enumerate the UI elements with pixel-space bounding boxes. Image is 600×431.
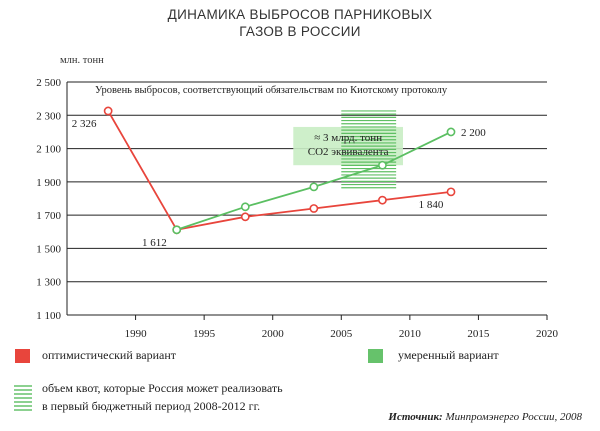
chart-title: ДИНАМИКА ВЫБРОСОВ ПАРНИКОВЫХ ГАЗОВ В РОС…: [0, 6, 600, 40]
y-tick-label-1700: 1 700: [36, 210, 61, 222]
point-moderate-4: [446, 127, 456, 137]
point-label-moderate-4: 2 200: [461, 127, 486, 139]
y-tick-label-2100: 2 100: [36, 144, 61, 156]
point-optimistic-0: [103, 106, 113, 116]
chart-title-line1: ДИНАМИКА ВЫБРОСОВ ПАРНИКОВЫХ: [167, 7, 433, 22]
x-tick-label-2005: 2005: [330, 328, 353, 340]
point-optimistic-3: [309, 204, 319, 213]
y-axis-unit-label: млн. тонн: [60, 55, 104, 66]
point-optimistic-5: [446, 187, 456, 197]
quota-box-label-line2: CO2 эквивалента: [308, 146, 389, 158]
source-note: Источник: Минпромэнерго России, 2008: [388, 411, 582, 423]
legend-label-quota-line1: объем квот, которые Россия может реализо…: [42, 381, 283, 395]
x-tick-label-1995: 1995: [193, 328, 216, 340]
quota-box-label-line1: ≈ 3 млрд. тонн: [314, 132, 382, 144]
point-label-optimistic-1: 1 612: [142, 237, 167, 249]
legend-label-optimistic: оптимистический вариант: [42, 348, 177, 362]
source-prefix: Источник:: [388, 411, 443, 423]
legend-swatch-moderate: [368, 349, 383, 363]
legend-swatch-optimistic: [15, 349, 30, 363]
y-tick-label-2500: 2 500: [36, 77, 61, 89]
y-tick-label-1900: 1 900: [36, 177, 61, 189]
point-optimistic-2: [240, 212, 250, 222]
legend-swatch-quota: [14, 385, 32, 411]
x-tick-label-2010: 2010: [399, 328, 422, 340]
series-line-optimistic: [107, 110, 452, 231]
x-tick-label-2000: 2000: [262, 328, 285, 340]
point-moderate-0: [172, 225, 182, 235]
legend-label-moderate: умеренный вариант: [398, 348, 499, 362]
point-moderate-2: [309, 182, 319, 192]
legend-label-quota-line2: в первый бюджетный период 2008-2012 гг.: [42, 399, 261, 413]
y-tick-label-1100: 1 100: [36, 310, 61, 322]
point-label-optimistic-5: 1 840: [419, 199, 444, 211]
point-label-optimistic-0: 2 326: [72, 118, 97, 130]
chart-title-line2: ГАЗОВ В РОССИИ: [239, 24, 361, 39]
kyoto-level-label: Уровень выбросов, соответствующий обязат…: [95, 85, 448, 96]
x-tick-label-1990: 1990: [125, 328, 148, 340]
x-tick-label-2015: 2015: [467, 328, 490, 340]
point-optimistic-4: [378, 195, 387, 205]
point-moderate-1: [240, 202, 250, 212]
y-tick-label-1500: 1 500: [36, 243, 61, 255]
point-moderate-3: [378, 160, 387, 170]
y-tick-label-2300: 2 300: [36, 110, 61, 122]
source-text: Минпромэнерго России, 2008: [445, 411, 582, 423]
x-tick-label-2020: 2020: [536, 328, 559, 340]
y-tick-label-1300: 1 300: [36, 277, 61, 289]
